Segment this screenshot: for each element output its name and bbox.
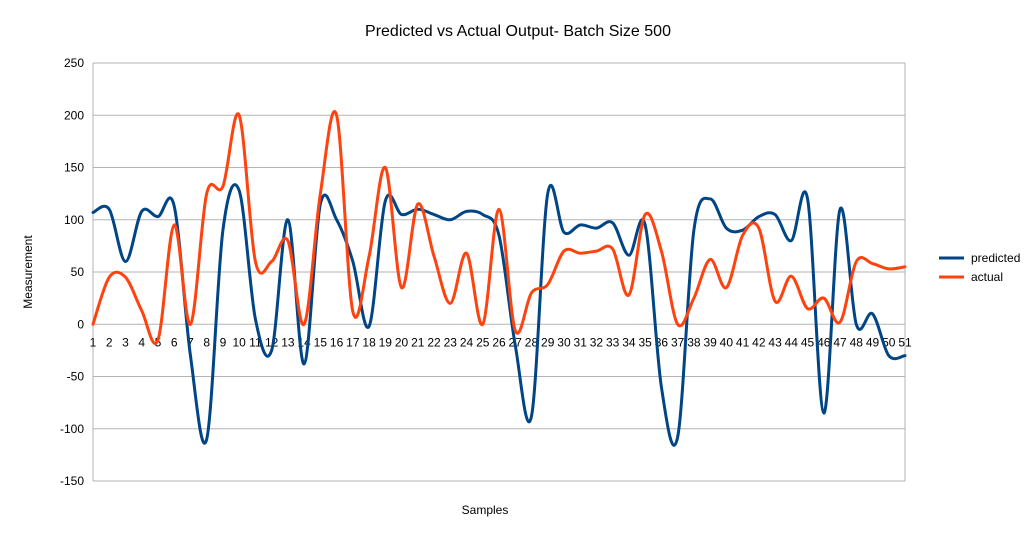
y-axis-label: Measurement: [21, 235, 35, 309]
x-tick-label: 15: [314, 335, 328, 349]
x-tick-label: 23: [444, 335, 458, 349]
series-line-actual: [91, 110, 907, 345]
y-tick-label: -100: [60, 422, 84, 436]
x-tick-label: 8: [203, 335, 210, 349]
x-tick-label: 42: [752, 335, 766, 349]
x-tick-label: 13: [281, 335, 295, 349]
x-tick-label: 20: [395, 335, 409, 349]
y-tick-label: 50: [71, 265, 85, 279]
x-tick-label: 30: [557, 335, 571, 349]
y-tick-label: -150: [60, 474, 84, 488]
x-tick-label: 43: [768, 335, 782, 349]
x-tick-label: 34: [622, 335, 636, 349]
x-tick-label: 46: [817, 335, 831, 349]
y-axis-ticks: 250 200 150 100 50 0 -50 -100 -150: [60, 56, 84, 488]
x-tick-label: 22: [427, 335, 441, 349]
x-axis-label: Samples: [462, 503, 509, 517]
x-tick-label: 1: [90, 335, 97, 349]
x-tick-label: 18: [362, 335, 376, 349]
x-tick-label: 28: [525, 335, 539, 349]
y-tick-label: 150: [64, 161, 84, 175]
legend-label-predicted: predicted: [971, 251, 1020, 265]
y-tick-label: 100: [64, 213, 84, 227]
x-tick-label: 41: [736, 335, 750, 349]
x-tick-label: 39: [703, 335, 717, 349]
x-tick-label: 4: [138, 335, 145, 349]
x-tick-label: 24: [460, 335, 474, 349]
x-tick-label: 6: [171, 335, 178, 349]
chart-grid: [92, 62, 906, 482]
x-tick-label: 35: [638, 335, 652, 349]
x-tick-label: 7: [187, 335, 194, 349]
chart-title: Predicted vs Actual Output- Batch Size 5…: [365, 23, 671, 40]
x-tick-label: 49: [866, 335, 880, 349]
x-tick-label: 19: [379, 335, 393, 349]
x-tick-label: 40: [720, 335, 734, 349]
x-tick-label: 32: [590, 335, 604, 349]
x-tick-label: 3: [122, 335, 129, 349]
x-tick-label: 31: [574, 335, 588, 349]
x-tick-label: 9: [220, 335, 227, 349]
x-tick-label: 17: [346, 335, 360, 349]
x-tick-label: 48: [850, 335, 864, 349]
y-tick-label: 0: [77, 317, 84, 331]
x-tick-label: 29: [541, 335, 555, 349]
y-tick-label: 200: [64, 108, 84, 122]
x-tick-label: 45: [801, 335, 815, 349]
series-line-predicted: [91, 183, 907, 447]
x-tick-label: 26: [492, 335, 506, 349]
legend-label-actual: actual: [971, 270, 1003, 284]
x-tick-label: 51: [898, 335, 912, 349]
x-tick-label: 44: [785, 335, 799, 349]
x-tick-label: 47: [833, 335, 847, 349]
x-tick-label: 38: [687, 335, 701, 349]
y-tick-label: 250: [64, 56, 84, 70]
chart-legend: predicted actual: [939, 251, 1020, 284]
x-tick-label: 10: [232, 335, 246, 349]
chart-series: [91, 110, 907, 447]
x-tick-label: 2: [106, 335, 113, 349]
x-tick-label: 16: [330, 335, 344, 349]
x-tick-label: 25: [476, 335, 490, 349]
y-tick-label: -50: [67, 370, 85, 384]
x-tick-label: 37: [671, 335, 685, 349]
x-tick-label: 33: [606, 335, 620, 349]
x-tick-label: 21: [411, 335, 425, 349]
